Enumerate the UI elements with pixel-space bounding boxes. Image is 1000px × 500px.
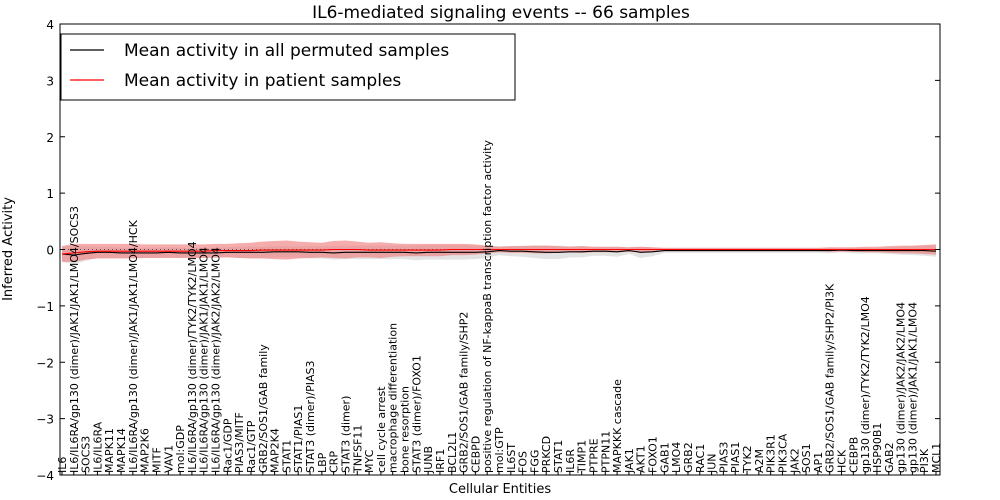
x-category-label: mol:GDP <box>174 425 187 473</box>
x-category-label: PIAS1 <box>729 442 742 473</box>
legend: Mean activity in all permuted samples Me… <box>60 33 516 101</box>
x-category-label: gp130 (dimer)/JAK2/JAK2/LMO4 <box>895 302 908 473</box>
legend-box <box>60 33 516 101</box>
x-category-label: MCL1 <box>930 443 943 473</box>
x-category-label: SOS1 <box>800 443 813 473</box>
x-category-label: TNFSF11 <box>351 425 364 474</box>
x-category-label: IL6/IL6RA/gp130 (dimer)/JAK1/JAK1/LMO4/S… <box>68 206 81 473</box>
x-category-label: PIAS3/MITF <box>233 412 246 473</box>
x-category-label: MAP2K4 <box>269 428 282 473</box>
x-category-label: STAT1 <box>552 440 565 473</box>
x-category-label: TIMP1 <box>576 440 589 474</box>
y-tick-label: 0 <box>46 244 54 258</box>
y-tick-label: 2 <box>46 131 54 145</box>
x-category-label: MITF <box>151 447 164 473</box>
x-category-label: Rac1/GDP <box>221 418 234 473</box>
x-category-label: GRB2 <box>682 442 695 473</box>
x-category-label: VAV1 <box>162 445 175 473</box>
x-category-label: CEBPB <box>847 437 860 473</box>
x-category-label: IL6/IL6RA/gp130 (dimer)/TYK2/TYK2/LMO4 <box>186 241 199 473</box>
x-category-label: GRB2/SOS1/GAB family/SHP2 <box>458 312 471 473</box>
chart-title: IL6-mediated signaling events -- 66 samp… <box>312 3 690 23</box>
x-category-label: IL6/IL6RA/gp130 (dimer)/JAK1/JAK1/LMO4 <box>198 247 211 473</box>
x-category-label: IL6/IL6RA/gp130 (dimer)/JAK1/JAK1/LMO4/H… <box>127 219 140 473</box>
x-category-label: LBP <box>316 452 329 473</box>
x-category-label: JAK1 <box>623 448 636 474</box>
x-category-label: GRB2/SOS1/GAB family/SHP2/PI3K <box>824 283 837 473</box>
x-category-label: HSP90B1 <box>871 423 884 473</box>
x-category-label: MAP2K6 <box>139 428 152 473</box>
x-category-label: MAPK11 <box>103 428 116 473</box>
x-category-label: macrophage differentiation <box>387 323 400 473</box>
x-category-label: gp130 (dimer)/JAK1/JAK1/LMO4 <box>906 302 919 473</box>
x-category-label: CRP <box>328 451 341 473</box>
x-category-label: GAB1 <box>658 442 671 473</box>
y-tick-label: 3 <box>46 74 54 88</box>
x-category-label: positive regulation of NF-kappaB transcr… <box>481 139 494 473</box>
x-category-label: PTPRE <box>588 438 601 473</box>
x-category-label: MYC <box>363 449 376 473</box>
x-category-label: GRB2/SOS1/GAB family <box>257 344 270 473</box>
x-category-label: IL6ST <box>505 443 518 473</box>
x-category-label: JUN <box>706 453 719 474</box>
legend-label-patient: Mean activity in patient samples <box>124 71 401 91</box>
y-tick-label: 4 <box>46 18 54 32</box>
x-category-label: JUNB <box>422 446 435 474</box>
x-category-label: IL6R <box>564 449 577 473</box>
x-category-label: AP1 <box>812 452 825 473</box>
x-category-label: IL6/IL6RA/gp130 (dimer)/JAK2/JAK2/LMO4 <box>210 247 223 473</box>
x-category-label: STAT3 (dimer)/FOXO1 <box>410 355 423 473</box>
y-tick-label: −3 <box>36 413 54 427</box>
x-category-label: LMO4 <box>670 442 683 473</box>
x-category-label: cell cycle arrest <box>375 386 388 473</box>
y-tick-label: 1 <box>46 187 54 201</box>
x-category-label: FOS <box>517 451 530 473</box>
y-tick-label: −1 <box>36 300 54 314</box>
y-axis-title: Inferred Activity <box>1 197 16 301</box>
x-category-label: TYK2 <box>741 445 754 474</box>
y-tick-label: −2 <box>36 356 54 370</box>
x-category-label: PTPN11 <box>599 431 612 473</box>
plot-area-frame <box>59 23 941 476</box>
x-axis-title: Cellular Entities <box>449 482 551 497</box>
x-category-label: bone resorption <box>399 386 412 473</box>
series-line-1 <box>61 248 936 255</box>
x-category-label: CEBPD <box>469 436 482 473</box>
x-category-label: PIK3CA <box>777 433 790 473</box>
x-category-label: JAK2 <box>788 448 801 474</box>
x-category-label: FOXO1 <box>647 436 660 473</box>
x-category-label: PRKCD <box>540 436 553 473</box>
x-category-label: PIAS3 <box>717 442 730 473</box>
x-category-label: STAT3 (dimer)/PIAS3 <box>304 361 317 473</box>
x-category-label: STAT1 <box>280 440 293 473</box>
x-category-label: mol:GTP <box>493 427 506 473</box>
x-category-label: PI3K <box>918 448 931 473</box>
x-category-label: AKT1 <box>635 445 648 473</box>
x-category-label: GAB2 <box>883 442 896 473</box>
x-category-label: BCL2L1 <box>446 432 459 473</box>
x-category-label: RAC1 <box>694 444 707 473</box>
x-category-label: STAT3 (dimer) <box>340 396 353 473</box>
series-line-0 <box>61 249 937 256</box>
series-band-1 <box>62 240 936 262</box>
x-category-label: PIK3R1 <box>765 434 778 473</box>
y-tick-label: −4 <box>36 469 54 483</box>
x-category-label: SOCS3 <box>80 436 93 473</box>
x-category-label: IL6/IL6RA <box>91 421 104 473</box>
x-category-label: STAT1/PIAS1 <box>292 405 305 473</box>
x-category-label: MAPK14 <box>115 428 128 473</box>
x-category-label: MAPKKK cascade <box>611 379 624 473</box>
x-category-label: gp130 (dimer)/TYK2/TYK2/LMO4 <box>859 296 872 473</box>
legend-label-permuted: Mean activity in all permuted samples <box>124 41 449 61</box>
x-category-label: Rac1/GTP <box>245 420 258 473</box>
x-category-label: FGG <box>528 450 541 473</box>
x-category-label: IRF1 <box>434 449 447 473</box>
x-category-label: IL6 <box>56 457 69 473</box>
x-category-label: HCK <box>836 449 849 473</box>
x-category-label: A2M <box>753 449 766 473</box>
